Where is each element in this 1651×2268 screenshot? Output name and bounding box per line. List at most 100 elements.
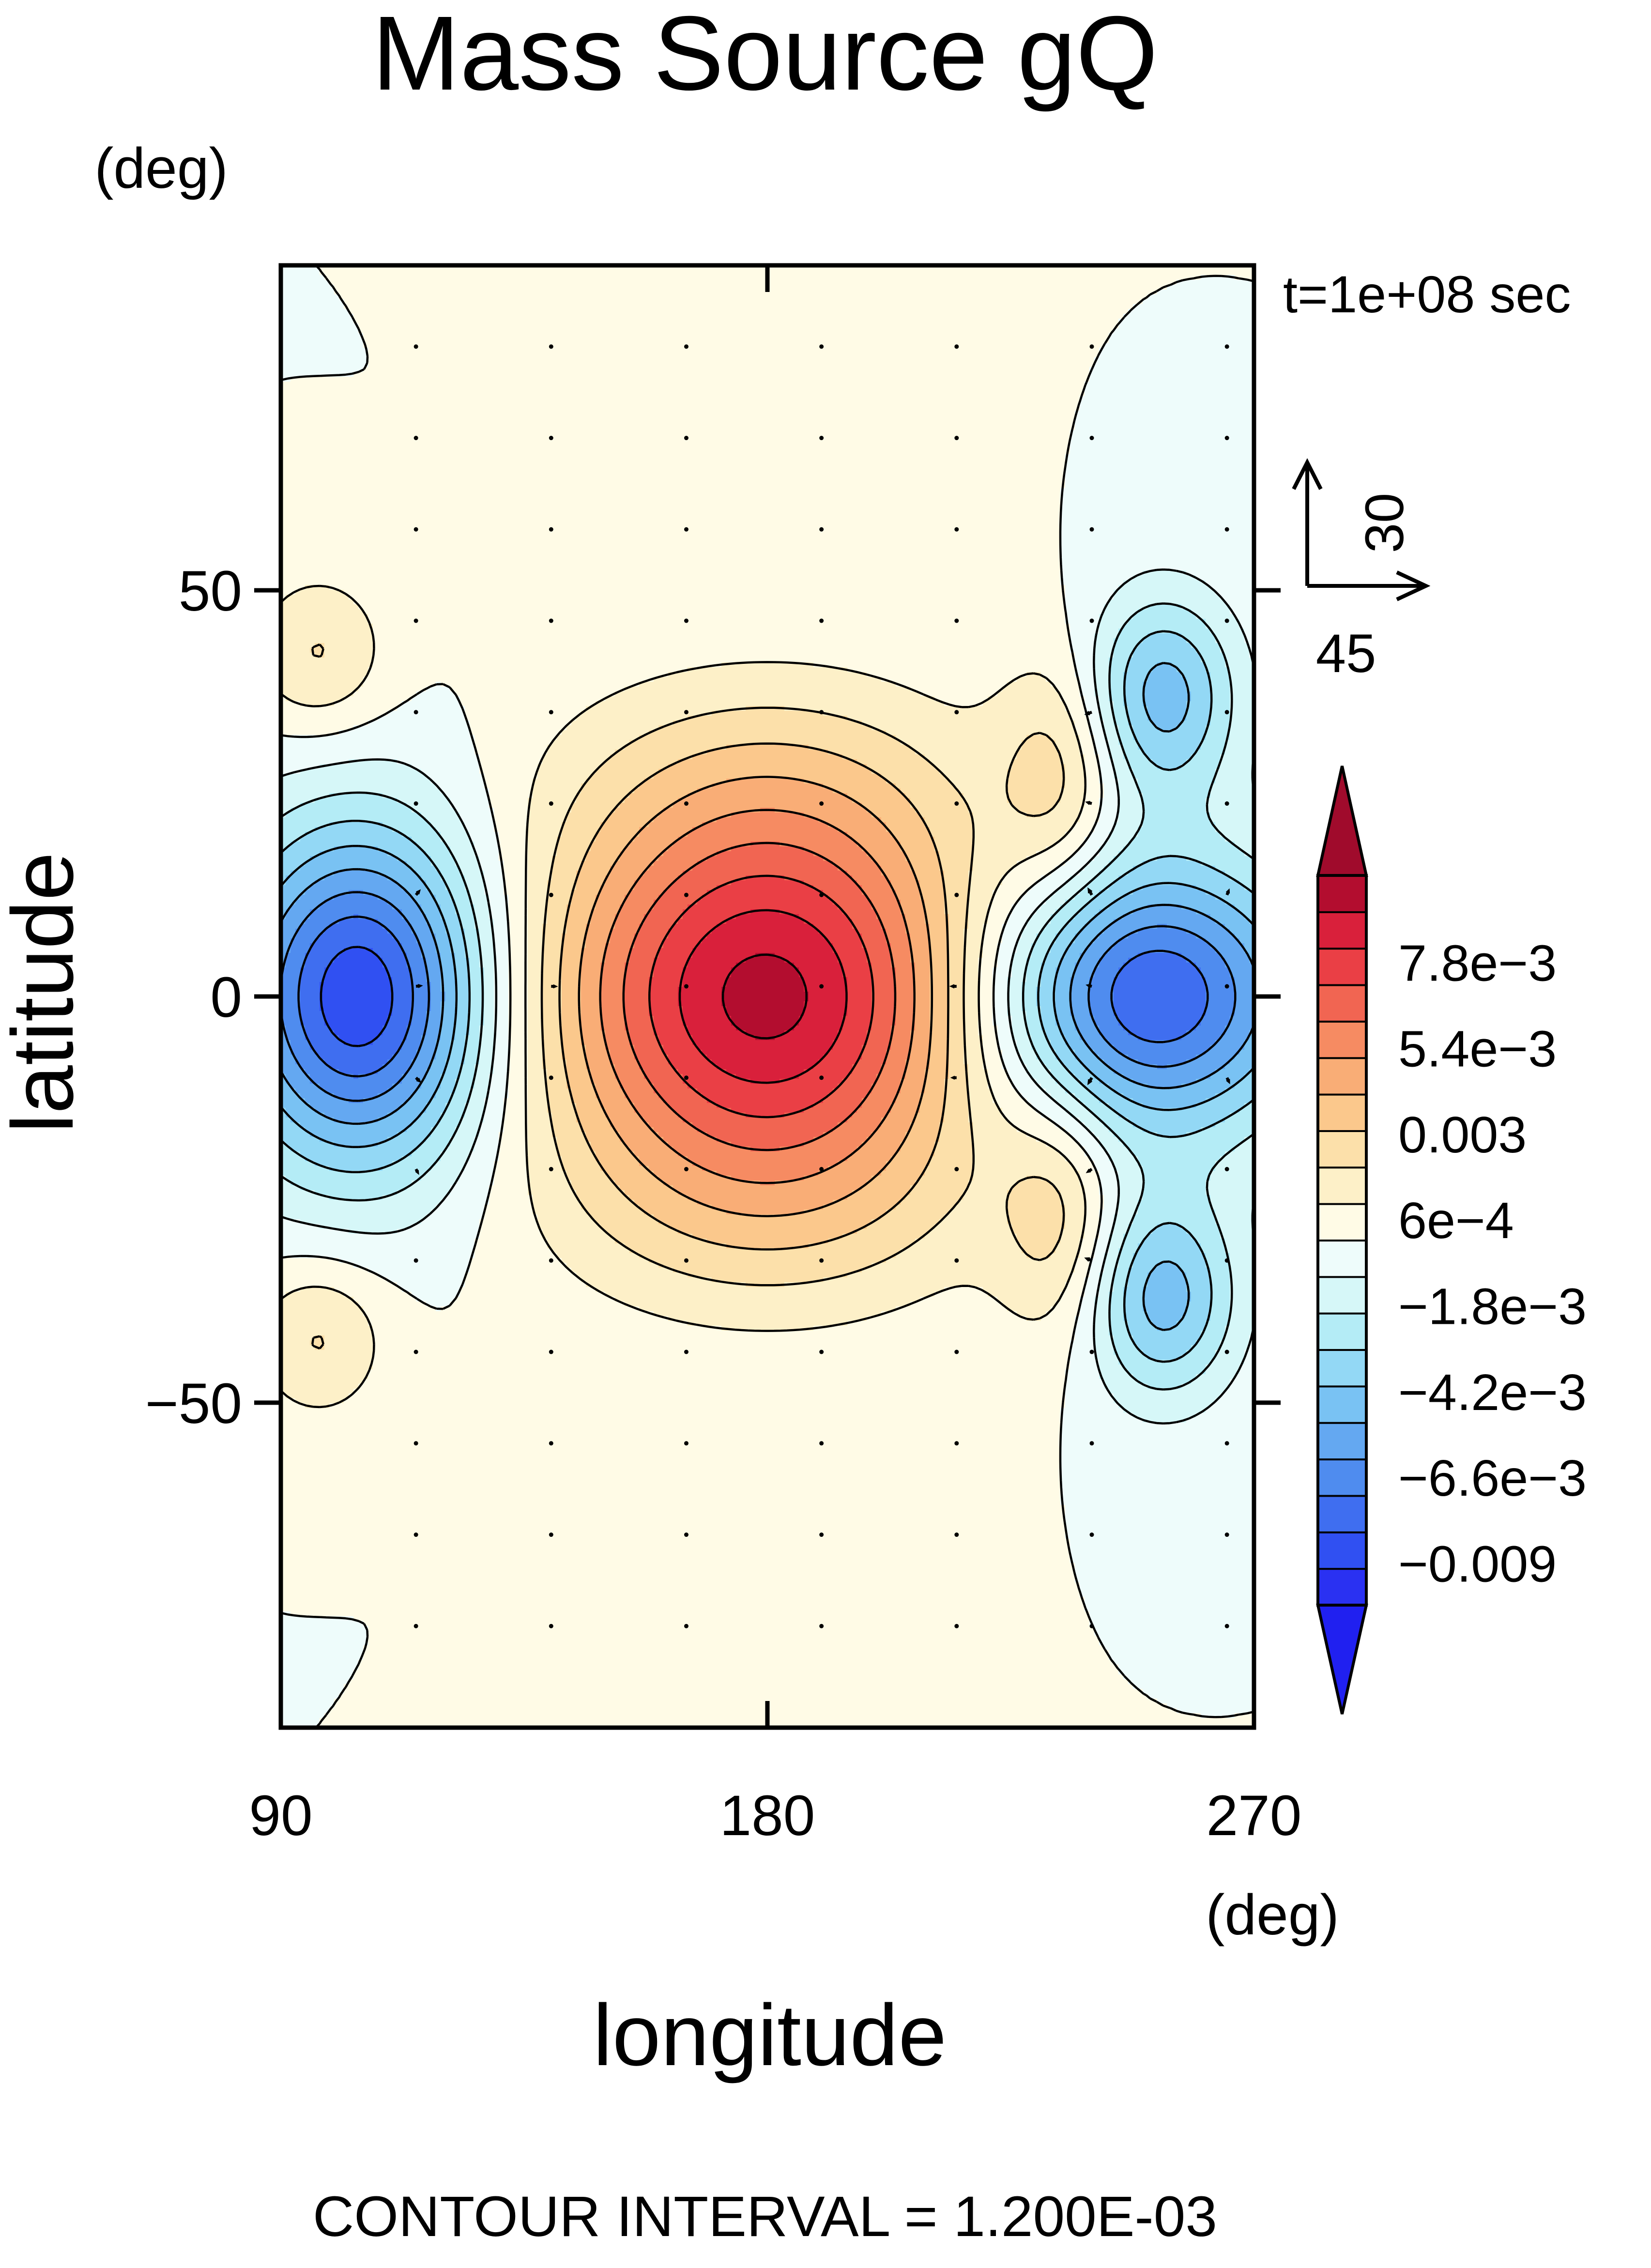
- field-cell: [494, 1026, 509, 1031]
- field-cell: [281, 643, 315, 648]
- field-cell: [281, 1234, 480, 1239]
- field-cell: [1133, 735, 1206, 740]
- field-cell: [1206, 1190, 1254, 1195]
- field-cell: [373, 643, 1070, 648]
- field-cell: [1051, 808, 1080, 813]
- wind-vector: [1087, 1077, 1093, 1086]
- field-cell: [1239, 1369, 1254, 1375]
- field-cell: [479, 866, 504, 871]
- field-cell: [562, 963, 581, 968]
- field-cell: [1225, 662, 1254, 668]
- field-cell: [1060, 1229, 1085, 1234]
- field-cell: [1075, 938, 1095, 944]
- field-cell: [586, 1132, 620, 1137]
- field-cell: [1114, 1001, 1206, 1007]
- field-cell: [1060, 1452, 1254, 1457]
- field-cell: [528, 822, 562, 828]
- field-cell: [1225, 745, 1254, 750]
- field-cell: [1055, 866, 1085, 871]
- field-cell: [1075, 822, 1095, 828]
- field-cell: [625, 1001, 649, 1007]
- field-cell: [407, 1026, 427, 1031]
- field-cell: [281, 1219, 301, 1225]
- field-cell: [867, 895, 896, 900]
- field-cell: [1065, 459, 1254, 464]
- field-cell: [1046, 1030, 1061, 1036]
- field-cell: [939, 851, 974, 857]
- field-cell: [324, 275, 1201, 280]
- field-cell: [460, 919, 475, 924]
- field-cell: [1181, 633, 1216, 639]
- field-cell: [281, 1248, 475, 1254]
- field-cell: [281, 1389, 354, 1394]
- field-cell: [281, 1287, 301, 1292]
- field-cell: [1070, 430, 1254, 435]
- field-cell: [1080, 735, 1095, 740]
- field-cell: [281, 1326, 373, 1331]
- field-cell: [586, 924, 615, 929]
- field-cell: [1075, 1026, 1100, 1031]
- field-cell: [363, 890, 407, 895]
- colorbar-label: −1.8e−3: [1398, 1278, 1587, 1335]
- field-cell: [528, 880, 548, 886]
- field-cell: [1244, 851, 1254, 857]
- field-cell: [499, 846, 528, 852]
- field-cell: [813, 1103, 862, 1108]
- field-cell: [1104, 953, 1138, 958]
- field-cell: [600, 1166, 649, 1171]
- field-cell: [1099, 624, 1124, 629]
- field-cell: [823, 856, 872, 861]
- field-cell: [1017, 1180, 1051, 1186]
- field-cell: [1123, 691, 1143, 697]
- field-cell: [1070, 1364, 1100, 1370]
- colorbar-level: [1317, 911, 1367, 950]
- field-cell: [1220, 648, 1250, 653]
- field-cell: [1085, 764, 1100, 769]
- field-cell: [1230, 1302, 1254, 1307]
- field-cell: [368, 672, 669, 677]
- field-cell: [281, 672, 368, 677]
- field-cell: [474, 919, 494, 924]
- field-cell: [1230, 1113, 1254, 1118]
- field-cell: [1094, 1166, 1114, 1171]
- field-cell: [1051, 1180, 1080, 1186]
- field-cell: [1026, 1011, 1041, 1016]
- field-cell: [833, 900, 872, 905]
- field-cell: [508, 1030, 528, 1036]
- field-cell: [1114, 992, 1206, 997]
- field-cell: [930, 977, 949, 982]
- field-cell: [1128, 662, 1158, 668]
- field-cell: [474, 924, 494, 929]
- field-cell: [1118, 808, 1143, 813]
- field-cell: [416, 1055, 436, 1060]
- field-cell: [828, 1166, 887, 1171]
- field-cell: [828, 1050, 862, 1055]
- field-cell: [320, 934, 393, 939]
- wind-vector: [819, 1441, 824, 1446]
- field-cell: [605, 1030, 630, 1036]
- field-cell: [281, 440, 1070, 445]
- wind-vector: [549, 436, 553, 441]
- field-cell: [344, 696, 412, 702]
- field-cell: [470, 1268, 572, 1273]
- field-cell: [968, 1084, 988, 1089]
- field-cell: [281, 314, 354, 319]
- field-cell: [445, 996, 456, 1002]
- field-cell: [1128, 1679, 1254, 1685]
- field-cell: [281, 304, 344, 309]
- field-cell: [1065, 774, 1085, 779]
- field-cell: [1065, 1524, 1254, 1530]
- field-cell: [1201, 1243, 1225, 1249]
- field-cell: [1070, 1340, 1095, 1346]
- field-cell: [412, 808, 456, 813]
- field-cell: [915, 871, 945, 876]
- field-cell: [470, 992, 485, 997]
- field-cell: [1172, 1326, 1206, 1331]
- field-cell: [1133, 769, 1216, 774]
- colorbar-level: [1317, 1275, 1367, 1315]
- field-cell: [963, 798, 1008, 803]
- field-cell: [1109, 1331, 1129, 1336]
- field-cell: [508, 1016, 528, 1021]
- field-cell: [988, 1069, 1008, 1074]
- field-cell: [736, 1026, 795, 1031]
